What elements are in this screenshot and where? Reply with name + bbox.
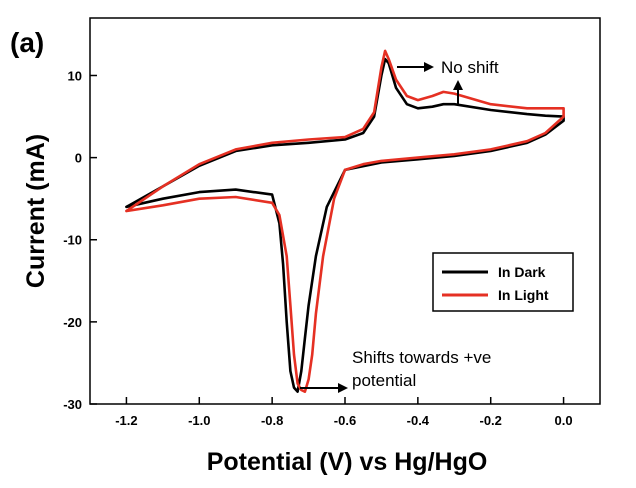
y-axis-title: Current (mA) bbox=[22, 134, 50, 288]
series-layer bbox=[125, 49, 565, 394]
x-axis-title: Potential (V) vs Hg/HgO bbox=[207, 448, 488, 476]
panel-label: (a) bbox=[10, 27, 44, 58]
y-tick-label: 0 bbox=[75, 151, 82, 166]
y-tick-label: 10 bbox=[68, 68, 82, 83]
no-shift-label: No shift bbox=[441, 58, 499, 77]
shift-annotation: Shifts towards +ve potential bbox=[300, 348, 491, 393]
series-line-in-light bbox=[125, 49, 565, 394]
y-axis: -30 -20 -10 0 10 bbox=[63, 68, 97, 412]
y-tick-label: -30 bbox=[63, 397, 82, 412]
x-tick-label: -0.8 bbox=[261, 413, 283, 428]
legend-label-in-light: In Light bbox=[498, 287, 549, 303]
legend-box bbox=[432, 252, 574, 312]
x-axis: -1.2 -1.0 -0.8 -0.6 -0.4 -0.2 0.0 bbox=[115, 397, 573, 428]
shift-label-line1: Shifts towards +ve bbox=[352, 348, 491, 367]
no-shift-annotation: No shift bbox=[397, 58, 499, 104]
no-shift-arrowhead-right bbox=[424, 62, 434, 72]
legend-label-in-dark: In Dark bbox=[498, 264, 546, 280]
shift-arrowhead bbox=[338, 383, 348, 393]
x-tick-label: -1.0 bbox=[188, 413, 210, 428]
series-line-in-dark bbox=[125, 57, 565, 394]
no-shift-arrowhead-up bbox=[453, 80, 463, 90]
legend: In Dark In Light bbox=[432, 252, 574, 312]
y-tick-label: -20 bbox=[63, 315, 82, 330]
x-tick-label: -0.4 bbox=[407, 413, 430, 428]
x-tick-label: -0.2 bbox=[480, 413, 502, 428]
x-tick-label: -1.2 bbox=[115, 413, 137, 428]
shift-label-line2: potential bbox=[352, 371, 416, 390]
x-tick-label: -0.6 bbox=[334, 413, 356, 428]
y-tick-label: -10 bbox=[63, 233, 82, 248]
plot-frame bbox=[89, 17, 601, 405]
x-tick-label: 0.0 bbox=[555, 413, 573, 428]
